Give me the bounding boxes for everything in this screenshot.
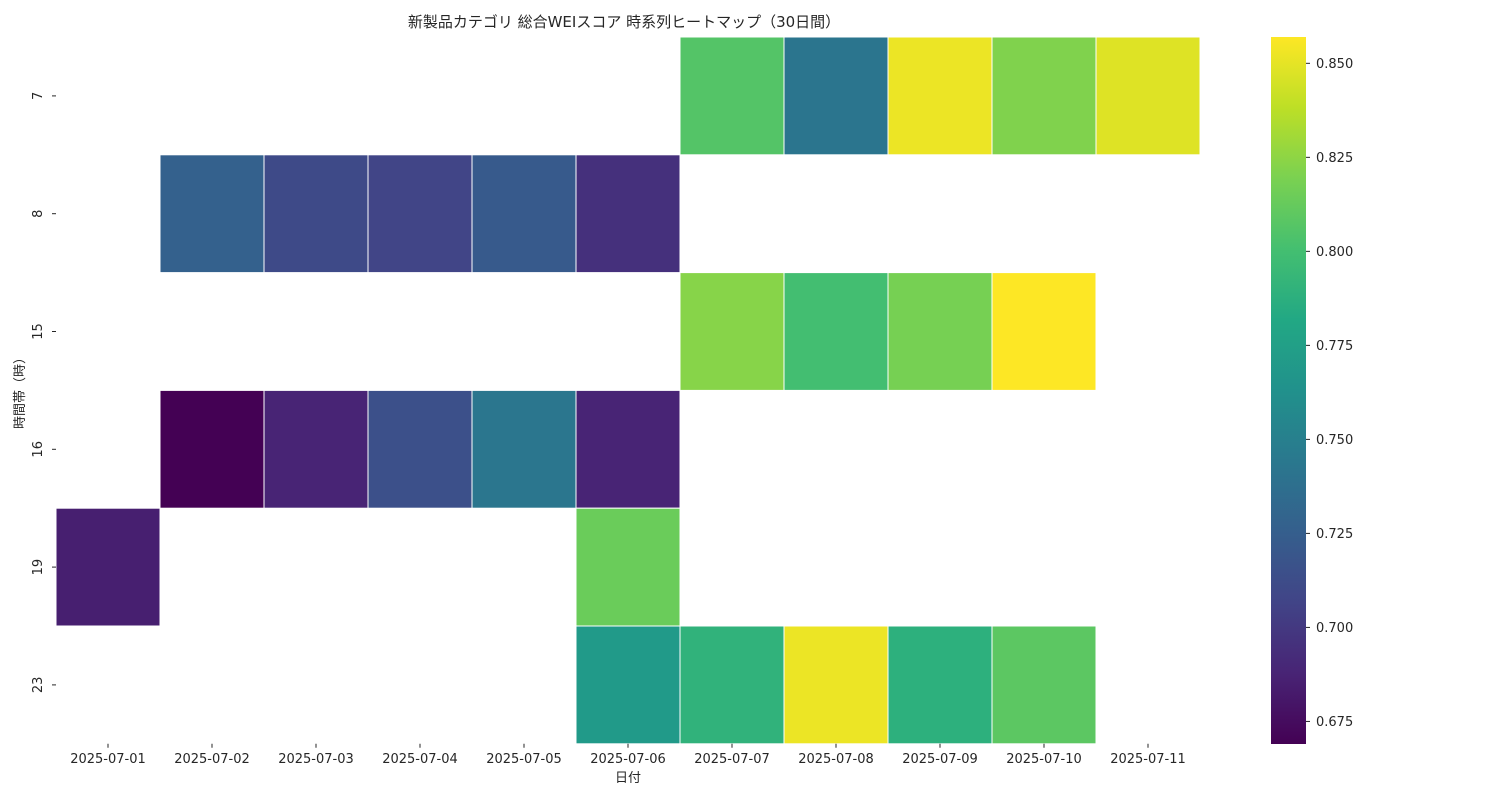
x-tick-label: 2025-07-10 bbox=[1006, 752, 1082, 767]
colorbar-tick-label: 0.750 bbox=[1316, 433, 1353, 448]
colorbar-tick-label: 0.850 bbox=[1316, 57, 1353, 72]
heatmap-cell bbox=[679, 272, 785, 391]
y-tick-label: 8 bbox=[31, 210, 46, 218]
heatmap-cell bbox=[887, 272, 993, 391]
x-tick-label: 2025-07-07 bbox=[694, 752, 770, 767]
y-tick-label: 7 bbox=[31, 92, 46, 100]
y-axis-ticks: 7 8 15 16 19 23 bbox=[31, 92, 56, 693]
x-tick-label: 2025-07-11 bbox=[1110, 752, 1186, 767]
heatmap-cell bbox=[263, 154, 369, 274]
y-tick-label: 15 bbox=[31, 323, 46, 340]
heatmap-cell bbox=[679, 36, 785, 156]
heatmap-cell bbox=[263, 389, 369, 509]
heatmap-cell bbox=[575, 625, 681, 745]
heatmap-cell bbox=[367, 389, 473, 509]
colorbar-tick-label: 0.675 bbox=[1316, 715, 1353, 730]
colorbar-ticks: 0.675 0.700 0.725 0.750 0.775 0.800 0.825 0.850 bbox=[1306, 57, 1353, 730]
heatmap-cell bbox=[679, 625, 785, 745]
y-tick-label: 23 bbox=[31, 677, 46, 694]
x-axis-label: 日付 bbox=[615, 771, 641, 786]
heatmap-cell bbox=[55, 507, 161, 627]
colorbar-tick-label: 0.800 bbox=[1316, 245, 1353, 260]
heatmap-cell bbox=[887, 36, 993, 156]
heatmap-cell bbox=[991, 625, 1097, 745]
heatmap-cell bbox=[991, 36, 1097, 156]
x-tick-label: 2025-07-02 bbox=[174, 752, 250, 767]
heatmap-cell bbox=[471, 154, 577, 274]
heatmap-cell bbox=[575, 507, 681, 627]
heatmap-cells bbox=[55, 36, 1201, 745]
heatmap-cell bbox=[367, 154, 473, 274]
heatmap-cell bbox=[783, 36, 889, 156]
y-tick-label: 19 bbox=[31, 559, 46, 576]
y-axis-label: 時間帯（時） bbox=[13, 351, 28, 429]
heatmap-cell bbox=[991, 272, 1097, 391]
heatmap-cell bbox=[783, 272, 889, 391]
colorbar-tick-label: 0.775 bbox=[1316, 339, 1353, 354]
colorbar-tick-label: 0.725 bbox=[1316, 527, 1353, 542]
heatmap-cell bbox=[159, 154, 265, 274]
x-tick-label: 2025-07-04 bbox=[382, 752, 458, 767]
colorbar-tick-label: 0.825 bbox=[1316, 151, 1353, 166]
heatmap-cell bbox=[575, 389, 681, 509]
x-tick-label: 2025-07-06 bbox=[590, 752, 666, 767]
x-tick-label: 2025-07-05 bbox=[486, 752, 562, 767]
heatmap-cell bbox=[471, 389, 577, 509]
heatmap-cell bbox=[575, 154, 681, 274]
heatmap-cell bbox=[159, 389, 265, 509]
colorbar bbox=[1271, 37, 1306, 744]
heatmap-cell bbox=[1095, 36, 1201, 156]
x-tick-label: 2025-07-08 bbox=[798, 752, 874, 767]
y-tick-label: 16 bbox=[31, 441, 46, 458]
x-tick-label: 2025-07-09 bbox=[902, 752, 978, 767]
heatmap-cell bbox=[887, 625, 993, 745]
x-axis-ticks: 2025-07-01 2025-07-02 2025-07-03 2025-07-04… bbox=[70, 743, 1186, 767]
x-tick-label: 2025-07-03 bbox=[278, 752, 354, 767]
chart-title: 新製品カテゴリ 総合WEIスコア 時系列ヒートマップ（30日間） bbox=[408, 13, 840, 31]
heatmap-cell bbox=[783, 625, 889, 745]
colorbar-tick-label: 0.700 bbox=[1316, 621, 1353, 636]
x-tick-label: 2025-07-01 bbox=[70, 752, 146, 767]
